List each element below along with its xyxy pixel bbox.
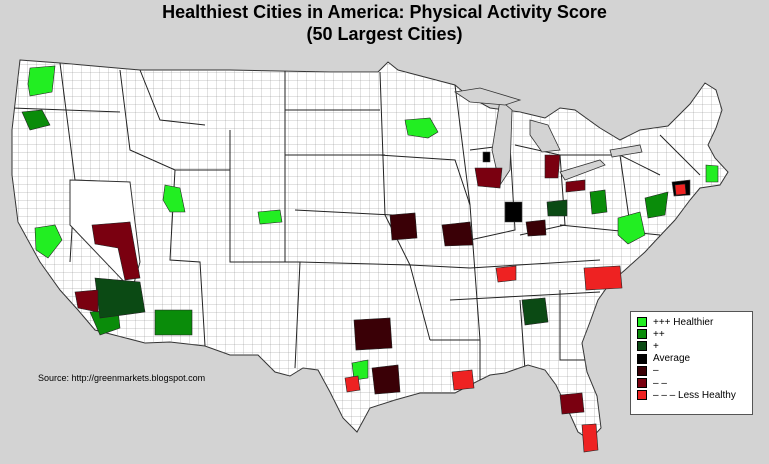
map-title: Healthiest Cities in America: Physical A… — [162, 2, 607, 22]
lake-ontario — [609, 144, 643, 158]
city-milwaukee — [482, 151, 491, 163]
legend-item: – – – Less Healthy — [637, 389, 748, 401]
legend-item: Average — [637, 353, 748, 365]
legend-swatch — [637, 378, 647, 389]
city-hartford-providence — [674, 183, 687, 196]
city-phoenix — [94, 277, 146, 319]
city-kansas-city — [389, 212, 418, 241]
lake-erie — [559, 159, 606, 181]
city-columbus — [546, 199, 568, 217]
city-charlotte-raleigh — [583, 265, 623, 291]
city-indianapolis — [504, 201, 523, 223]
lake-huron — [529, 119, 561, 153]
legend-item: – – — [637, 377, 748, 389]
city-jacksonville-area — [559, 392, 585, 415]
city-portland — [21, 109, 51, 131]
city-cleveland — [565, 179, 586, 193]
city-san-jose-oakland — [34, 224, 63, 259]
city-detroit — [544, 154, 561, 179]
source-note: Source: http://greenmarkets.blogspot.com — [38, 373, 206, 383]
city-new-orleans — [451, 369, 475, 391]
legend-label: – – — [653, 377, 667, 389]
map-subtitle: (50 Largest Cities) — [306, 24, 463, 44]
lake-michigan — [491, 99, 513, 186]
city-atlanta — [521, 297, 549, 326]
city-boston — [705, 164, 719, 183]
city-cincinnati — [525, 219, 547, 237]
legend-item: +++ Healthier — [637, 316, 748, 328]
lake-superior — [453, 87, 522, 106]
city-austin — [344, 375, 361, 393]
city-los-angeles — [74, 289, 99, 313]
legend-swatch — [637, 341, 647, 352]
city-dc-baltimore — [617, 211, 646, 245]
city-pittsburgh — [589, 189, 608, 215]
legend-swatch — [637, 365, 647, 376]
city-nashville — [495, 265, 517, 283]
legend-swatch — [637, 390, 647, 401]
city-seattle — [27, 65, 56, 97]
city-salt-lake — [162, 184, 186, 213]
legend-swatch — [637, 329, 647, 340]
legend-label: + — [653, 340, 659, 352]
legend-label: ++ — [653, 328, 665, 340]
city-chicago — [474, 167, 503, 189]
legend-swatch — [637, 353, 647, 364]
legend-label: Average — [653, 353, 691, 365]
legend-swatch — [637, 317, 647, 328]
city-las-vegas — [91, 221, 141, 281]
legend-item: ++ — [637, 328, 748, 340]
city-tucson — [154, 309, 193, 336]
city-houston — [371, 364, 401, 395]
legend: +++ Healthier ++ + Average – – – – – – L… — [630, 311, 753, 415]
city-minneapolis — [404, 117, 439, 139]
city-dallas — [353, 317, 393, 351]
city-philadelphia — [644, 191, 669, 219]
city-san-antonio — [351, 359, 369, 381]
legend-item: + — [637, 340, 748, 352]
city-denver — [257, 209, 283, 225]
legend-label: – — [653, 365, 659, 377]
city-miami — [581, 423, 599, 453]
city-st-louis — [441, 221, 474, 247]
legend-label: +++ Healthier — [653, 316, 714, 328]
legend-label: – – – Less Healthy — [653, 389, 736, 401]
legend-item: – — [637, 365, 748, 377]
